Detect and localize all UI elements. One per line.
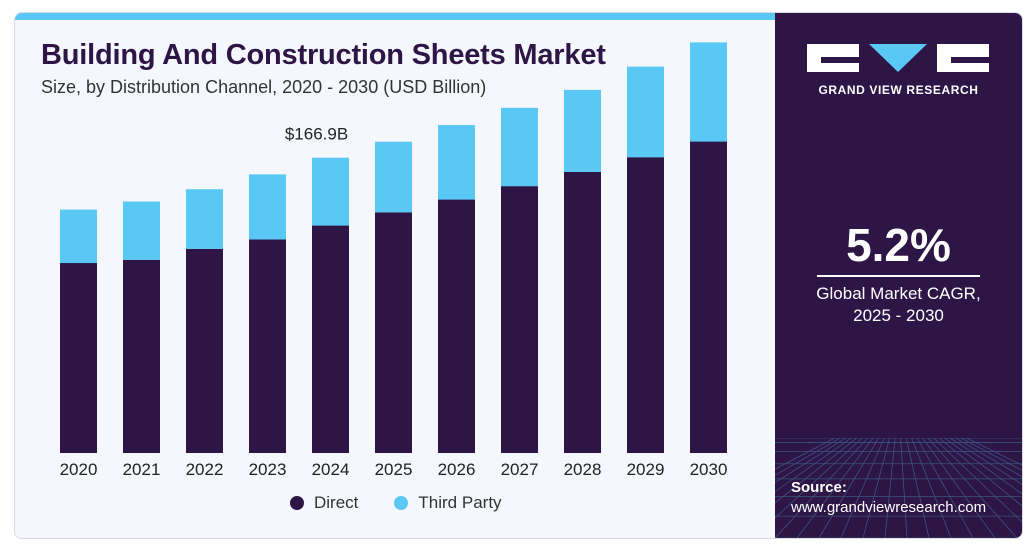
bar-third-party-2030	[690, 42, 727, 142]
grid-vertical-line	[966, 438, 1022, 466]
bar-direct-2021	[123, 259, 160, 453]
grid-vertical-line	[960, 438, 1022, 471]
legend-item-direct: Direct	[290, 493, 358, 513]
grid-vertical-line	[840, 438, 885, 538]
grid-vertical-line	[916, 438, 974, 538]
cagr-period: 2025 - 2030	[853, 306, 944, 325]
grid-vertical-line	[775, 438, 852, 493]
grid-vertical-line	[944, 438, 1022, 495]
x-tick-label: 2022	[186, 460, 224, 479]
bar-third-party-2020	[60, 209, 97, 264]
grid-vertical-line	[949, 438, 1022, 485]
bar-direct-2027	[501, 186, 538, 453]
chart-card: Building And Construction Sheets Market …	[14, 12, 1023, 539]
x-tick-label: 2028	[564, 460, 602, 479]
bar-third-party-2022	[186, 189, 223, 249]
bar-direct-2023	[249, 239, 286, 453]
x-tick-label: 2030	[690, 460, 728, 479]
bar-third-party-2026	[438, 125, 475, 200]
source-link[interactable]: www.grandviewresearch.com	[791, 499, 987, 516]
chart-title: Building And Construction Sheets Market	[41, 39, 606, 71]
grid-vertical-line	[775, 438, 835, 470]
bar-third-party-2028	[564, 89, 601, 172]
chart-legend: Direct Third Party	[290, 493, 538, 513]
x-tick-label: 2029	[627, 460, 665, 479]
grid-vertical-line	[775, 438, 857, 504]
bar-third-party-2021	[123, 201, 160, 260]
x-tick-label: 2026	[438, 460, 476, 479]
x-tick-label: 2021	[123, 460, 161, 479]
cagr-label-text: Global Market CAGR,	[816, 284, 981, 303]
grid-vertical-line	[905, 438, 930, 538]
bar-direct-2026	[438, 199, 475, 453]
cagr-divider	[817, 275, 980, 277]
bar-third-party-2023	[249, 174, 286, 240]
grid-vertical-line	[775, 438, 846, 483]
brand-name: GRAND VIEW RESEARCH	[818, 83, 979, 97]
legend-label-third-party: Third Party	[418, 493, 502, 512]
side-panel: GRAND VIEW RESEARCH 5.2% Global Market C…	[775, 13, 1022, 538]
accent-top-bar	[15, 13, 775, 20]
chart-subtitle: Size, by Distribution Channel, 2020 - 20…	[41, 77, 487, 97]
grand-view-research-logo	[807, 44, 989, 72]
decorative-grid	[775, 438, 1022, 538]
grid-vertical-line	[796, 438, 874, 538]
grid-vertical-line	[775, 438, 841, 476]
x-tick-label: 2024	[312, 460, 350, 479]
bar-chart: 2020 2021 2022 2023 2024 2025 2026 2027 2028 2029…	[60, 42, 728, 479]
bar-direct-2029	[627, 157, 664, 453]
grid-vertical-line	[933, 438, 1022, 523]
bar-third-party-2025	[375, 141, 412, 213]
bar-third-party-2027	[501, 107, 538, 187]
grid-vertical-line	[884, 438, 896, 538]
grid-vertical-line	[775, 438, 868, 538]
legend-item-third-party: Third Party	[394, 493, 502, 513]
grid-vertical-line	[775, 438, 863, 519]
bar-direct-2030	[690, 141, 727, 454]
x-tick-label: 2027	[501, 460, 539, 479]
legend-label-direct: Direct	[314, 493, 359, 512]
legend-swatch-direct	[290, 496, 304, 510]
x-tick-label: 2025	[375, 460, 413, 479]
bar-direct-2024	[312, 225, 349, 453]
grid-vertical-line	[862, 438, 891, 538]
grid-vertical-line	[927, 438, 1018, 538]
grid-vertical-line	[900, 438, 908, 538]
source-title: Source:	[791, 479, 847, 496]
cagr-label: Global Market CAGR, 2025 - 2030	[795, 283, 1002, 327]
bar-direct-2020	[60, 263, 97, 453]
grid-vertical-line	[938, 438, 1022, 507]
bar-direct-2025	[375, 212, 412, 453]
data-label-annotation: $166.9B	[285, 125, 348, 144]
grid-vertical-line	[818, 438, 879, 538]
grid-vertical-line	[911, 438, 952, 538]
legend-swatch-third-party	[394, 496, 409, 510]
x-tick-label: 2023	[249, 460, 287, 479]
cagr-value: 5.2%	[846, 219, 951, 271]
grid-vertical-line	[922, 438, 996, 538]
bar-direct-2028	[564, 171, 601, 453]
bar-third-party-2029	[627, 66, 664, 158]
bar-third-party-2024	[312, 157, 349, 226]
x-tick-label: 2020	[60, 460, 98, 479]
bar-direct-2022	[186, 248, 223, 453]
grid-vertical-line	[955, 438, 1022, 478]
